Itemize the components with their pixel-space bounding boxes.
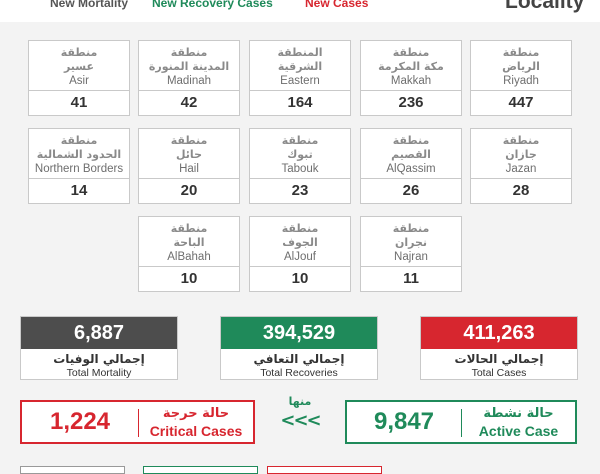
- active-cases-en: Active Case: [478, 423, 559, 439]
- region-en-label: AlJouf: [284, 251, 316, 263]
- region-tile-riyadh: منطقة الرياض Riyadh 447: [470, 40, 572, 116]
- region-tile-madinah: منطقة المدينة المنورة Madinah 42: [138, 40, 240, 116]
- region-value: 10: [250, 266, 350, 291]
- card-divider: [461, 409, 462, 437]
- total-recoveries-ar: إجمالي التعافي: [253, 352, 345, 366]
- total-mortality-value: 6,887: [21, 317, 177, 349]
- top-header: New Mortality New Recovery Cases New Cas…: [0, 0, 600, 22]
- region-tile-najran: منطقة نجران Najran 11: [360, 216, 462, 292]
- region-value: 447: [471, 90, 571, 115]
- region-ar-label: منطقة تبوك: [281, 134, 319, 161]
- region-en-label: Hail: [179, 163, 199, 175]
- active-cases-card: 9,847 حالة نشطة Active Case: [345, 400, 577, 444]
- region-tile-albahah: منطقة الباحة AlBahah 10: [138, 216, 240, 292]
- total-cases-ar: إجمالي الحالات: [454, 352, 544, 366]
- locality-label: Locality: [505, 0, 585, 13]
- total-recoveries-card: 394,529 إجمالي التعافي Total Recoveries: [220, 316, 378, 380]
- total-mortality-en: Total Mortality: [66, 367, 132, 379]
- region-ar-label: منطقة المدينة المنورة: [148, 46, 230, 73]
- region-value: 10: [139, 266, 239, 291]
- region-en-label: Asir: [69, 75, 89, 87]
- region-tile-jazan: منطقة جازان Jazan 28: [470, 128, 572, 204]
- critical-cases-value: 1,224: [49, 408, 111, 435]
- active-cases-ar: حالة نشطة: [483, 406, 554, 421]
- new-cases-label: New Cases: [305, 0, 369, 10]
- chevrons-left-icon: <<<: [280, 410, 321, 431]
- region-tile-northern-borders: منطقة الحدود الشمالية Northern Borders 1…: [28, 128, 130, 204]
- region-value: 26: [361, 178, 461, 203]
- region-en-label: Eastern: [280, 75, 320, 87]
- region-tile-tabouk: منطقة تبوك Tabouk 23: [249, 128, 351, 204]
- bottom-strip: [143, 466, 258, 474]
- critical-cases-ar: حالة حرجة: [162, 406, 230, 421]
- region-ar-label: منطقة نجران: [392, 222, 430, 249]
- region-tile-aljouf: منطقة الجوف AlJouf 10: [249, 216, 351, 292]
- new-mortality-label: New Mortality: [50, 0, 129, 10]
- region-value: 14: [29, 178, 129, 203]
- region-tile-hail: منطقة حائل Hail 20: [138, 128, 240, 204]
- region-en-label: AlQassim: [386, 163, 436, 175]
- region-tile-alqassim: منطقة القصيم AlQassim 26: [360, 128, 462, 204]
- total-mortality-ar: إجمالي الوفيات: [53, 352, 145, 366]
- region-en-label: Northern Borders: [34, 163, 124, 175]
- region-ar-label: منطقة مكة المكرمة: [378, 46, 444, 73]
- region-value: 20: [139, 178, 239, 203]
- new-recovery-label: New Recovery Cases: [152, 0, 273, 10]
- region-ar-label: منطقة القصيم: [391, 134, 431, 161]
- region-ar-label: منطقة الجوف: [281, 222, 319, 249]
- region-en-label: Riyadh: [503, 75, 539, 87]
- region-value: 164: [250, 90, 350, 115]
- region-en-label: AlBahah: [167, 251, 211, 263]
- total-recoveries-en: Total Recoveries: [260, 367, 338, 379]
- region-en-label: Makkah: [390, 75, 432, 87]
- bottom-strip: [267, 466, 382, 474]
- region-value: 236: [361, 90, 461, 115]
- total-recoveries-value: 394,529: [221, 317, 377, 349]
- region-tile-eastern: المنطقة الشرقية Eastern 164: [249, 40, 351, 116]
- card-divider: [138, 409, 139, 437]
- total-cases-card: 411,263 إجمالي الحالات Total Cases: [420, 316, 578, 380]
- total-mortality-card: 6,887 إجمالي الوفيات Total Mortality: [20, 316, 178, 380]
- total-cases-value: 411,263: [421, 317, 577, 349]
- total-cases-en: Total Cases: [471, 367, 527, 379]
- region-ar-label: منطقة حائل: [170, 134, 208, 161]
- region-en-label: Najran: [394, 251, 428, 263]
- region-ar-label: منطقة الباحة: [170, 222, 208, 249]
- bottom-strip: [20, 466, 125, 474]
- region-ar-label: المنطقة الشرقية: [277, 46, 323, 73]
- region-en-label: Jazan: [505, 163, 537, 175]
- region-value: 42: [139, 90, 239, 115]
- connector-label: منها: [288, 395, 312, 408]
- region-value: 41: [29, 90, 129, 115]
- region-tile-makkah: منطقة مكة المكرمة Makkah 236: [360, 40, 462, 116]
- region-en-label: Tabouk: [281, 163, 319, 175]
- region-tile-asir: منطقة عسير Asir 41: [28, 40, 130, 116]
- critical-cases-en: Critical Cases: [149, 423, 243, 439]
- region-ar-label: منطقة جازان: [502, 134, 540, 161]
- region-ar-label: منطقة الحدود الشمالية: [36, 134, 122, 161]
- region-en-label: Madinah: [166, 75, 212, 87]
- region-ar-label: منطقة عسير: [60, 46, 98, 73]
- region-value: 11: [361, 266, 461, 291]
- region-value: 23: [250, 178, 350, 203]
- active-cases-value: 9,847: [373, 408, 435, 435]
- region-ar-label: منطقة الرياض: [502, 46, 540, 73]
- critical-cases-card: 1,224 حالة حرجة Critical Cases: [20, 400, 255, 444]
- region-value: 28: [471, 178, 571, 203]
